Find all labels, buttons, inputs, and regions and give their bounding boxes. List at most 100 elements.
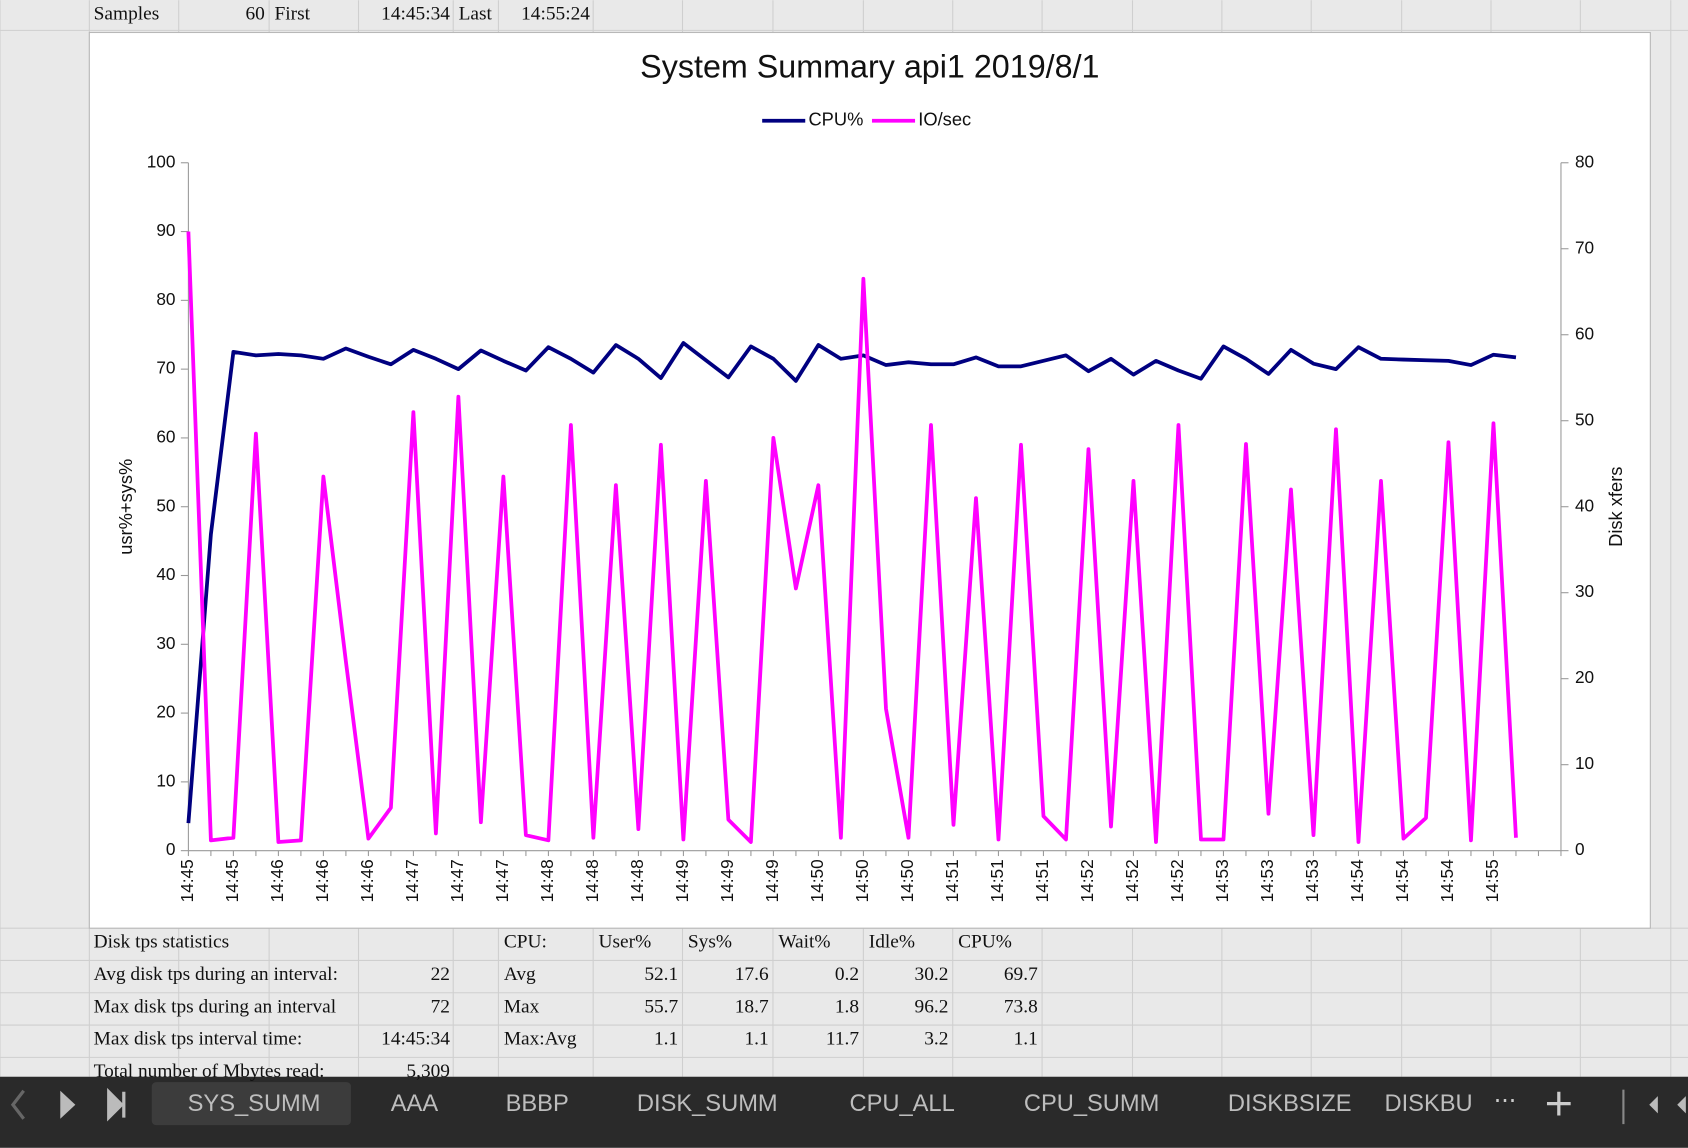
tab-nav[interactable] <box>10 1087 126 1122</box>
y2-tick-label: 70 <box>1575 237 1594 257</box>
x-tick-label: 14:50 <box>852 859 872 902</box>
x-tick-label: 14:48 <box>582 859 602 902</box>
sheet-tab[interactable]: DISKBU <box>1384 1091 1472 1117</box>
table-title: Disk tps statistics <box>94 932 230 953</box>
y2-tick-label: 60 <box>1575 323 1594 343</box>
cpu-value: 96.2 <box>915 996 949 1017</box>
cpu-value: 17.6 <box>735 964 769 985</box>
y-tick-label: 30 <box>156 633 175 653</box>
x-tick-label: 14:55 <box>1482 859 1502 902</box>
x-tick-label: 14:50 <box>807 859 827 902</box>
sheet-tab[interactable]: DISKBSIZE <box>1228 1091 1352 1117</box>
x-tick-label: 14:46 <box>267 859 287 902</box>
more-tabs[interactable]: ··· <box>1494 1087 1517 1115</box>
cpu-header: Wait% <box>778 932 830 953</box>
y2-tick-label: 0 <box>1575 839 1585 859</box>
disk-value: 14:45:34 <box>381 1029 450 1050</box>
x-tick-label: 14:53 <box>1212 859 1232 902</box>
cpu-header: Idle% <box>869 932 915 953</box>
cpu-header: User% <box>599 932 652 953</box>
header-cell: First <box>275 4 311 25</box>
active-tab-bg <box>151 1082 351 1126</box>
cpu-value: 55.7 <box>644 996 678 1017</box>
cpu-row-label: Max <box>504 996 540 1017</box>
y-tick-label: 50 <box>156 495 175 515</box>
cpu-value: 11.7 <box>826 1029 859 1050</box>
nav-next[interactable] <box>60 1090 76 1119</box>
chart-title: System Summary api1 2019/8/1 <box>640 49 1099 85</box>
x-tick-label: 14:49 <box>672 859 692 902</box>
disk-label: Max disk tps interval time: <box>94 1029 303 1050</box>
y2-tick-label: 20 <box>1575 667 1594 687</box>
x-tick-label: 14:46 <box>312 859 332 902</box>
series-line <box>186 231 1518 844</box>
disk-value: 5,309 <box>406 1061 450 1082</box>
sheet-tab[interactable]: SYS_SUMM <box>188 1091 321 1117</box>
header-cell: Last <box>459 4 493 25</box>
series-line <box>186 341 1517 824</box>
sheet-tab[interactable]: AAA <box>391 1091 439 1117</box>
nav-last[interactable] <box>107 1087 126 1122</box>
x-tick-label: 14:50 <box>897 859 917 902</box>
y-tick-label: 0 <box>166 839 176 859</box>
scroll-left[interactable] <box>1649 1096 1658 1114</box>
header-cell: 14:55:24 <box>521 4 590 25</box>
nav-first[interactable] <box>10 1089 25 1120</box>
header-cell: Samples <box>94 4 160 25</box>
x-tick-label: 14:52 <box>1122 859 1142 902</box>
header-cell: 14:45:34 <box>381 4 450 25</box>
x-tick-label: 14:47 <box>402 859 422 902</box>
x-tick-label: 14:49 <box>762 859 782 902</box>
x-tick-label: 14:47 <box>492 859 512 902</box>
cpu-value: 3.2 <box>924 1029 948 1050</box>
y-tick-label: 100 <box>147 151 176 171</box>
x-tick-label: 14:48 <box>537 859 557 902</box>
x-tick-label: 14:51 <box>1032 859 1052 902</box>
y-tick-label: 70 <box>156 358 175 378</box>
y-tick-label: 40 <box>156 564 175 584</box>
y-tick-label: 80 <box>156 289 175 309</box>
cpu-value: 1.1 <box>654 1029 678 1050</box>
cpu-value: 0.2 <box>835 964 859 985</box>
y-tick-label: 10 <box>156 770 175 790</box>
legend-label: CPU% <box>808 109 863 130</box>
cpu-value: 52.1 <box>644 964 678 985</box>
y2-tick-label: 40 <box>1575 495 1594 515</box>
x-tick-label: 14:54 <box>1392 859 1412 903</box>
x-tick-label: 14:53 <box>1257 859 1277 902</box>
cpu-value: 1.1 <box>744 1029 768 1050</box>
x-tick-label: 14:45 <box>222 859 242 902</box>
cpu-header: CPU% <box>958 932 1012 953</box>
x-tick-label: 14:51 <box>942 859 962 902</box>
scroll-left-2[interactable] <box>1677 1096 1686 1114</box>
cpu-value: 1.8 <box>835 996 859 1017</box>
y2-tick-label: 30 <box>1575 581 1594 601</box>
y2-tick-label: 10 <box>1575 753 1594 773</box>
y-tick-label: 20 <box>156 702 175 722</box>
sheet-tab[interactable]: CPU_ALL <box>849 1091 954 1117</box>
add-tab[interactable] <box>1546 1091 1571 1116</box>
chart-area <box>88 31 1651 929</box>
sheet-tab[interactable]: DISK_SUMM <box>637 1091 778 1117</box>
sheet-tab[interactable]: CPU_SUMM <box>1024 1091 1159 1117</box>
disk-label: Total number of Mbytes read: <box>94 1061 325 1082</box>
x-tick-label: 14:49 <box>717 859 737 902</box>
y2-tick-label: 80 <box>1575 151 1594 171</box>
y2-tick-label: 50 <box>1575 409 1594 429</box>
cpu-row-label: Max:Avg <box>504 1029 577 1050</box>
cpu-value: 18.7 <box>735 996 769 1017</box>
cpu-value: 1.1 <box>1014 1029 1038 1050</box>
legend-label: IO/sec <box>918 109 971 130</box>
sheet-tab[interactable]: BBBP <box>506 1091 569 1117</box>
x-tick-label: 14:52 <box>1167 859 1187 902</box>
cpu-header: CPU: <box>504 932 547 953</box>
header-cell: 60 <box>245 4 264 25</box>
x-tick-label: 14:51 <box>987 859 1007 902</box>
disk-label: Max disk tps during an interval <box>94 996 336 1017</box>
y2-axis-label: Disk xfers <box>1605 467 1626 547</box>
cpu-value: 30.2 <box>915 964 949 985</box>
y-tick-label: 60 <box>156 426 175 446</box>
disk-value: 22 <box>431 964 450 985</box>
cpu-value: 73.8 <box>1004 996 1038 1017</box>
